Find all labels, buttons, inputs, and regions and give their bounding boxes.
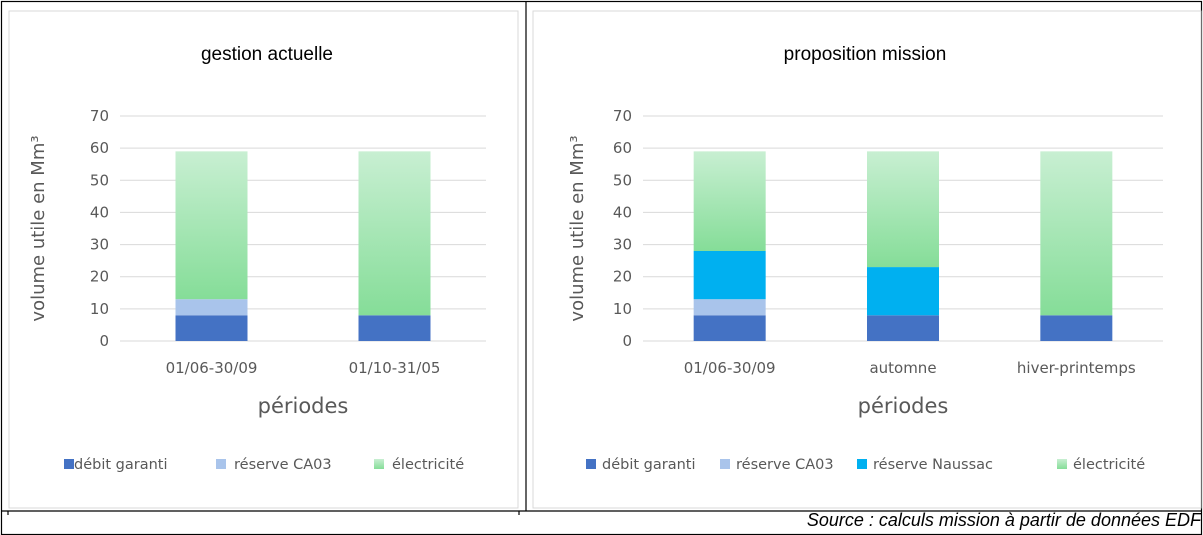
chart-panel-proposition-mission: proposition mission 0 10 20 30 40 50 60 70 volume… [532,10,1202,509]
legend-swatch [720,459,730,469]
x-tick-label: 01/06-30/09 [166,359,258,377]
chart-title: gestion actuelle [201,44,333,65]
bar-naussac [693,251,766,300]
bar-ca03 [175,299,248,316]
bar-elec [693,151,766,251]
y-tick-label: 10 [613,300,632,318]
x-axis-label: périodes [258,394,349,418]
legend-label: débit garanti [74,457,168,473]
bar-debit [358,315,431,341]
legend-label: électricité [392,457,464,473]
chart-border [8,10,519,509]
bar-elec [867,151,939,268]
legend-swatch [216,459,226,469]
bar-elec [1040,151,1113,316]
y-tick-label: 60 [613,139,632,157]
y-tick-label: 30 [90,236,109,254]
y-tick-label: 70 [613,107,632,125]
y-tick-label: 20 [613,268,632,286]
bar-debit [693,315,766,341]
y-tick-label: 50 [90,171,109,189]
bar-elec [175,151,248,300]
y-tick-label: 0 [622,332,632,350]
y-tick-label: 40 [613,203,632,221]
x-tick-label: automne [869,359,936,377]
y-tick-label: 10 [90,300,109,318]
legend-swatch [1057,459,1067,469]
x-axis-label: périodes [858,394,949,418]
bar-ca03 [693,299,766,316]
chart-title: proposition mission [784,44,947,65]
legend-swatch [857,459,867,469]
source-note: Source : calculs mission à partir de don… [806,510,1201,530]
legend-label: électricité [1073,457,1145,473]
y-axis-label: volume utile en Mm³ [28,135,49,321]
bar-debit [867,315,939,341]
legend-label: débit garanti [602,457,696,473]
y-tick-label: 0 [99,332,109,350]
bar-debit [1040,315,1113,341]
legend-swatch [64,459,74,469]
chart-panel-gestion-actuelle: gestion actuelle 0 10 20 30 40 50 60 70 volume ut… [8,10,519,509]
y-axis-label: volume utile en Mm³ [567,135,588,321]
bar-elec [358,151,431,316]
bar-naussac [867,267,939,316]
legend-label: réserve CA03 [736,457,834,473]
x-tick-label: 01/10-31/05 [349,359,441,377]
x-tick-label: 01/06-30/09 [684,359,776,377]
y-tick-label: 30 [613,236,632,254]
legend-swatch [374,459,384,469]
y-tick-label: 40 [90,203,109,221]
legend-swatch [586,459,596,469]
y-tick-label: 20 [90,268,109,286]
legend-label: réserve CA03 [234,457,332,473]
x-tick-label: hiver-printemps [1017,359,1136,377]
y-tick-label: 70 [90,107,109,125]
y-tick-label: 50 [613,171,632,189]
bar-debit [175,315,248,341]
y-tick-label: 60 [90,139,109,157]
legend-label: réserve Naussac [873,457,993,473]
